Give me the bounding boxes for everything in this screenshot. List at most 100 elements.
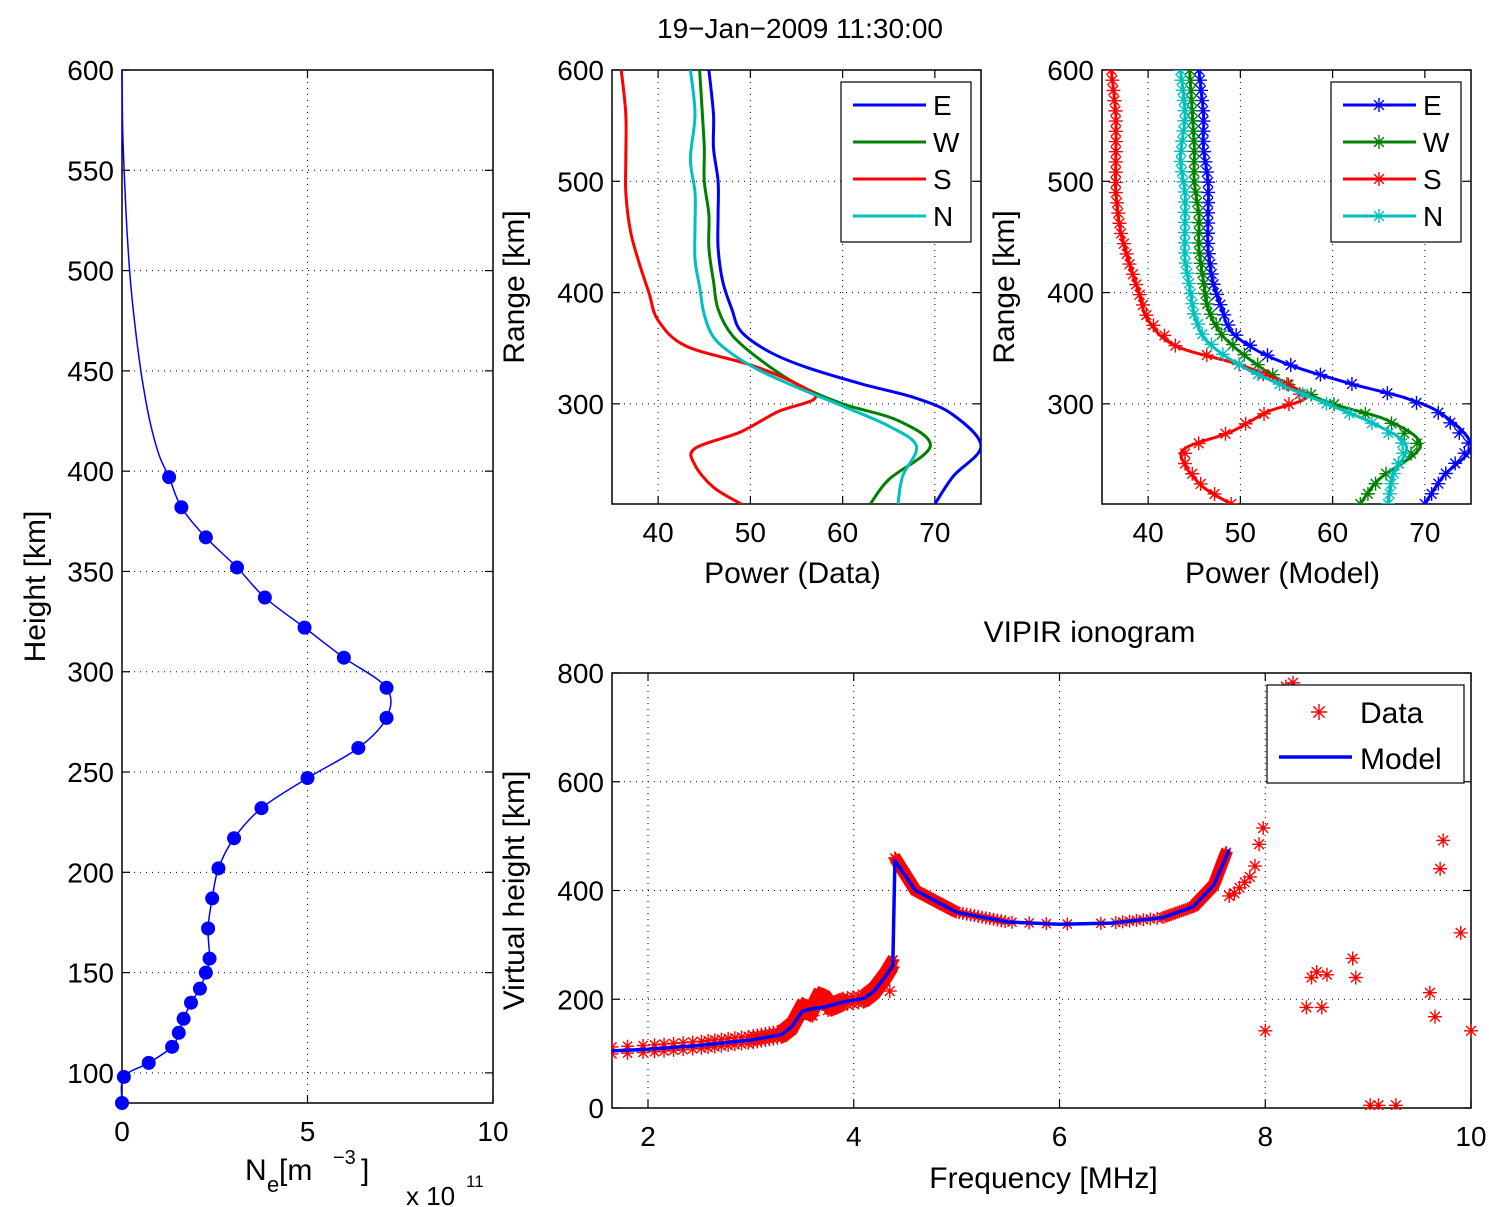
marker-strokes <box>1381 426 1396 441</box>
marker-strokes <box>1272 377 1287 392</box>
series-marker-N <box>1176 174 1191 189</box>
marker-strokes <box>1184 93 1199 108</box>
data-marker <box>1348 970 1363 985</box>
y-axis-label: Range [km] <box>988 210 1021 363</box>
series-marker-W <box>1379 466 1394 481</box>
data-marker <box>1422 985 1437 1000</box>
marker-strokes <box>1191 235 1206 250</box>
series-marker-E <box>1313 367 1328 382</box>
marker-strokes <box>1371 1098 1386 1110</box>
data-marker <box>1371 1098 1386 1110</box>
marker-strokes <box>1215 347 1230 362</box>
marker-strokes <box>1209 317 1224 332</box>
marker-strokes <box>750 1028 764 1042</box>
series-marker-S <box>1105 73 1120 88</box>
series-marker-N <box>1250 367 1265 382</box>
marker-strokes <box>1187 164 1202 179</box>
series-marker-W <box>1404 446 1419 461</box>
series-marker-S <box>1108 144 1123 159</box>
series-marker-E <box>1409 395 1424 410</box>
marker-strokes <box>1176 93 1191 108</box>
marker-strokes <box>1227 886 1242 901</box>
marker-strokes <box>1225 337 1240 352</box>
x-tick-label: 40 <box>643 517 674 548</box>
marker-strokes <box>1146 318 1161 333</box>
density-point <box>184 995 199 1010</box>
marker-strokes <box>1348 970 1363 985</box>
series-marker-N <box>1364 416 1379 431</box>
marker-strokes <box>714 1032 728 1046</box>
marker-strokes <box>1242 869 1257 884</box>
data-marker <box>841 997 855 1011</box>
series-marker-E <box>1192 73 1207 88</box>
data-marker <box>758 1026 772 1040</box>
density-point <box>379 680 394 695</box>
y-tick-label: 200 <box>67 857 114 888</box>
series-marker-N <box>1215 347 1230 362</box>
series-marker-S <box>1168 338 1183 353</box>
series-marker-E <box>1452 425 1467 440</box>
data-marker <box>694 1041 708 1055</box>
series-marker-E <box>1380 386 1395 401</box>
marker-strokes <box>1395 436 1410 451</box>
series-marker-W <box>1186 124 1201 139</box>
marker-strokes <box>1191 436 1206 451</box>
marker-strokes <box>1427 1009 1442 1024</box>
marker-strokes <box>1286 675 1301 690</box>
ionogram-chart: 2 4 6 8 10 0 200 400 600 800 VIPIR ionogram Frequen… <box>498 616 1487 1195</box>
marker-strokes <box>621 1046 635 1060</box>
density-point <box>205 891 220 906</box>
data-marker <box>1258 1023 1273 1038</box>
y-tick-label: 0 <box>588 1093 604 1124</box>
series-marker-S <box>1107 93 1122 108</box>
series-marker-N <box>1381 426 1396 441</box>
series-line-S <box>619 70 817 504</box>
series-marker-N <box>1180 266 1195 281</box>
marker-strokes <box>1256 820 1271 835</box>
data-marker <box>762 1026 776 1040</box>
series-marker-N <box>1182 276 1197 291</box>
marker-strokes <box>1185 466 1200 481</box>
marker-strokes <box>1108 114 1123 129</box>
marker-strokes <box>1409 436 1424 451</box>
data-marker <box>1314 1000 1329 1015</box>
series-layer <box>1104 70 1471 504</box>
series-marker-S <box>1108 114 1123 129</box>
series-marker-W <box>1327 397 1342 412</box>
y-tick-label: 200 <box>557 984 604 1015</box>
marker-strokes <box>1108 103 1123 118</box>
series-marker-E <box>1193 83 1208 98</box>
marker-strokes <box>1188 185 1203 200</box>
marker-strokes <box>1431 476 1446 491</box>
series-marker-S <box>1279 377 1294 392</box>
x-axis-label: Power (Data) <box>704 557 881 590</box>
marker-strokes <box>721 1031 735 1045</box>
marker-strokes <box>667 1043 681 1057</box>
series-marker-N <box>1177 103 1192 118</box>
data-marker <box>1304 970 1319 985</box>
series-marker-W <box>1203 307 1218 322</box>
series-marker-W <box>1187 144 1202 159</box>
series-marker-E <box>1201 216 1216 231</box>
series-marker-E <box>1431 476 1446 491</box>
marker-strokes <box>1110 195 1125 210</box>
series-marker-W <box>1185 103 1200 118</box>
marker-strokes <box>1191 225 1206 240</box>
series-marker-W <box>1368 476 1383 491</box>
marker-strokes <box>1129 277 1144 292</box>
x-axis-label-unit-close: ] <box>361 1154 369 1187</box>
marker-strokes <box>1319 967 1334 982</box>
marker-strokes <box>1204 267 1219 282</box>
series-marker-S <box>1125 267 1140 282</box>
series-marker-S <box>1178 446 1193 461</box>
series-line-E <box>707 70 981 504</box>
data-marker <box>1345 951 1360 966</box>
marker-strokes <box>1218 426 1233 441</box>
marker-strokes <box>1178 225 1193 240</box>
series-marker-S <box>1136 297 1151 312</box>
marker-strokes <box>1106 83 1121 98</box>
marker-strokes <box>1368 476 1383 491</box>
marker-strokes <box>694 1034 708 1048</box>
series-marker-E <box>1344 377 1359 392</box>
x-axis-label: Power (Model) <box>1185 557 1380 590</box>
